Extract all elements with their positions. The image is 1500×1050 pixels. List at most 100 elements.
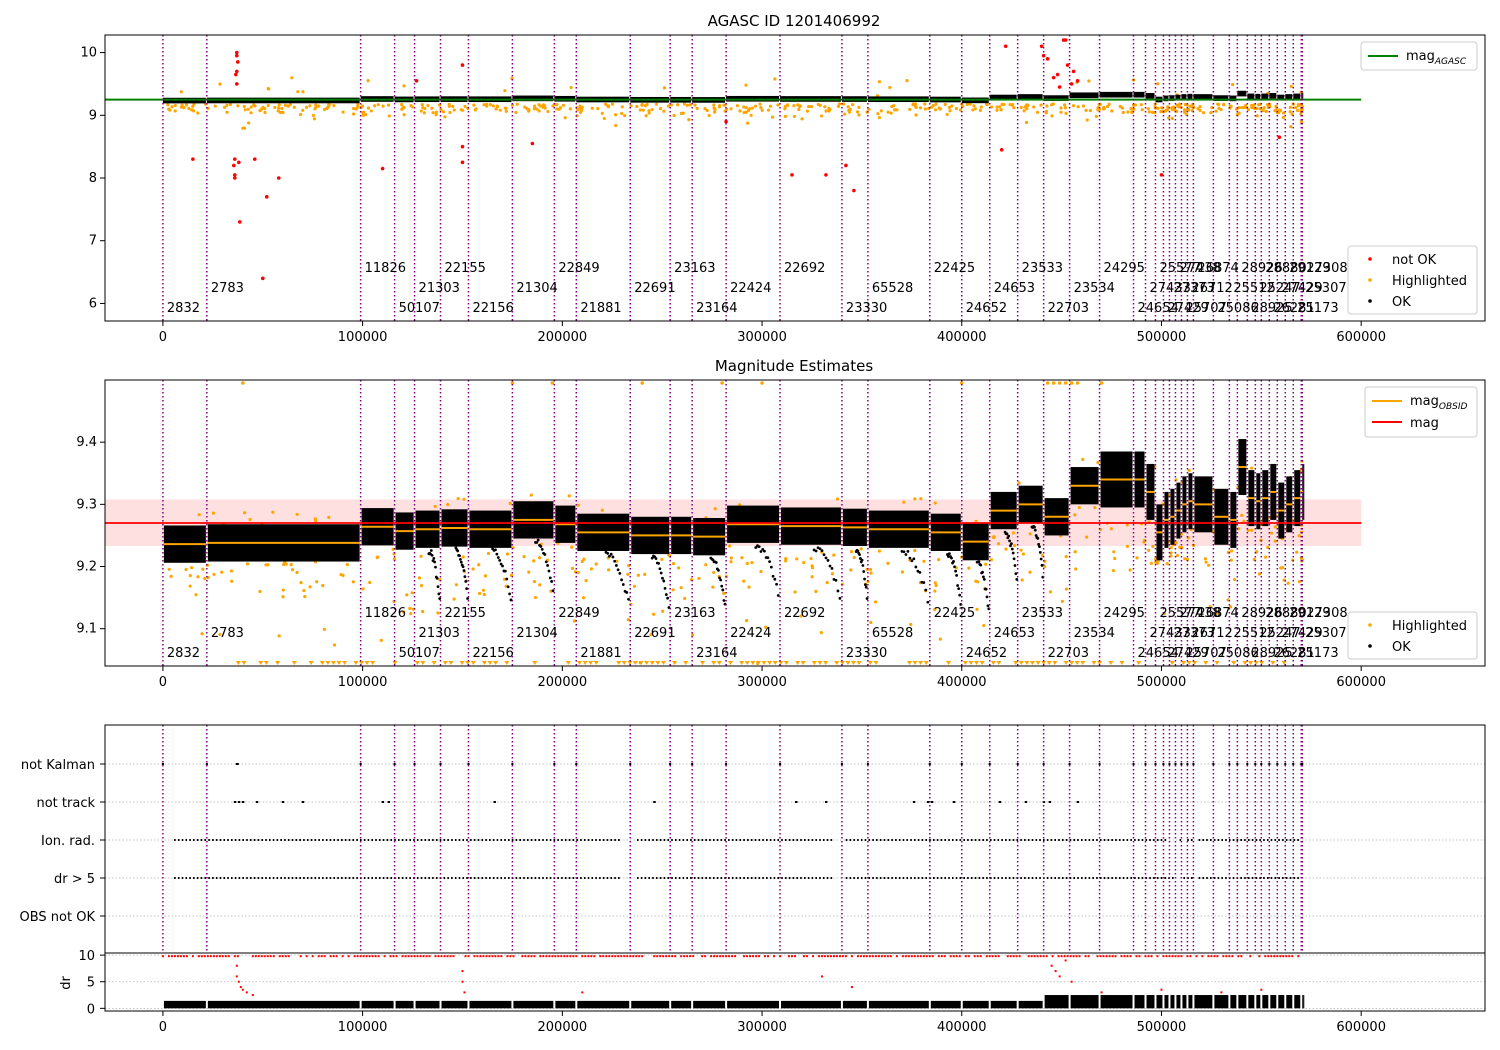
flag-point [1232,839,1235,841]
ok-point [906,549,910,553]
dr-clipped-point [473,955,476,958]
highlighted-point [1273,539,1277,543]
obsid-label: 22691 [634,281,675,296]
flag-point [731,877,734,879]
highlighted-point [243,511,247,515]
highlighted-point [729,556,733,560]
flag-point [1221,839,1223,841]
flag-point [659,839,662,841]
dr-clipped-point [173,955,176,958]
highlighted-point [288,102,292,107]
ok-point [621,583,625,586]
highlighted-point [693,103,697,107]
dr-clipped-point [1174,955,1177,958]
highlighted-point [798,104,802,109]
flag-point [967,839,969,841]
ok-point [904,553,908,556]
ok-point [982,577,986,581]
legend-highlighted-marker [1368,278,1372,282]
dr-clipped-point [901,955,904,958]
highlighted-point [246,107,250,111]
dr-ok-band [1188,995,1193,1009]
highlighted-point [1073,513,1077,517]
flag-point [1092,839,1094,841]
dr-clipped-point [865,955,868,958]
highlighted-point [877,80,882,84]
highlighted-point [1109,527,1113,531]
highlighted-point [386,103,391,107]
ok-point [864,585,868,589]
highlighted-point [1237,111,1241,115]
highlighted-point [213,104,217,108]
flag-point [963,839,965,841]
clipped-highlighted-marker [319,661,325,665]
ok-point [908,556,912,560]
flag-point [716,877,719,879]
dr-clipped-point [317,955,320,958]
highlighted-point [332,643,337,647]
dr-clipped-point [491,955,494,958]
ok-point [826,559,830,562]
dr-clipped-point [524,955,527,958]
flag-point [303,877,305,879]
flag-point [204,877,207,879]
dr-clipped-point [1147,955,1150,958]
highlighted-point [810,105,814,109]
highlighted-point [441,110,446,114]
flag-point [970,839,973,841]
dr-clipped-point [1177,955,1180,958]
ok-point [863,583,867,587]
x-tick-label: 300000 [737,330,787,345]
highlighted-point [636,573,640,577]
dr-ok-band [1164,995,1169,1009]
highlighted-point [620,105,624,109]
flag-point [796,877,798,879]
ok-point [836,589,840,593]
flag-point [606,877,609,879]
highlighted-point [644,114,648,118]
dr-ok-band [962,1000,989,1009]
ok-point [547,569,551,573]
dr-clipped-point [281,955,284,958]
highlighted-point [649,632,653,637]
highlighted-point [276,109,280,113]
highlighted-point [1106,104,1110,109]
flag-not-track-point [233,801,237,803]
dr-clipped-point [440,955,443,958]
ok-point [1040,563,1044,567]
highlighted-point [1128,568,1132,572]
highlighted-point [635,104,639,109]
flag-point [1050,877,1053,879]
flag-point [872,839,874,841]
dr-clipped-point [668,955,671,958]
flag-point [716,839,719,841]
flag-point [367,839,370,841]
flag-point [515,877,518,879]
highlighted-point [848,107,852,112]
flag-point [618,877,620,879]
x-tick-label: 300000 [737,1020,787,1035]
clipped-highlighted-marker [1259,661,1265,665]
y-tick-label: 8 [89,171,97,186]
dr-clipped-point [341,955,344,958]
highlighted-point [1064,111,1068,115]
flag-point [898,877,901,879]
highlighted-point [192,109,196,113]
flag-point [325,839,328,841]
highlighted-point [742,105,746,109]
highlighted-point [283,103,288,107]
flag-point [367,877,370,879]
flag-not-kalman-point [511,763,514,765]
flag-point [724,839,726,841]
clipped-highlighted-marker [616,661,622,665]
dr-ok-band [1302,995,1304,1009]
dr-not-ok-point [241,988,244,991]
flag-point [451,877,453,879]
dr-clipped-point [641,955,644,958]
ok-point [544,560,548,564]
flag-point [212,877,214,879]
highlighted-point [463,104,467,108]
obsid-label: 21881 [580,301,621,316]
dr-clipped-point [1066,955,1069,958]
flag-point [451,839,453,841]
